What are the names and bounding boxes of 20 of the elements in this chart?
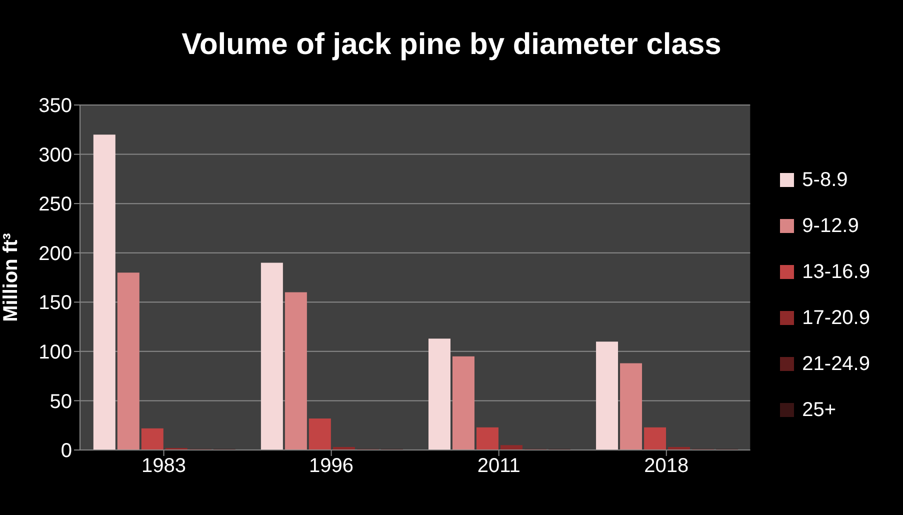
x-tick-label: 1996 [309,455,354,478]
legend-label: 9-12.9 [802,214,859,238]
legend-label: 21-24.9 [802,352,870,376]
y-tick-label: 350 [38,95,72,118]
y-tick-label: 100 [38,342,72,364]
x-tick-label: 2018 [644,455,689,478]
y-tick-label: 0 [60,440,72,462]
y-axis-title: Million ft³ [0,232,22,322]
legend-label: 25+ [802,398,836,422]
chart-title: Volume of jack pine by diameter class [180,28,722,62]
legend-label: 13-16.9 [802,260,870,284]
x-tick-label: 1983 [142,455,186,478]
legend-label: 17-20.9 [802,306,870,330]
y-tick-label: 150 [38,292,72,314]
y-tick-label: 200 [38,242,72,265]
x-tick-label: 2011 [477,455,520,478]
legend-label: 5-8.9 [802,168,848,192]
y-tick-label: 250 [38,194,72,216]
y-tick-label: 50 [50,390,72,413]
y-tick-label: 300 [38,144,72,166]
